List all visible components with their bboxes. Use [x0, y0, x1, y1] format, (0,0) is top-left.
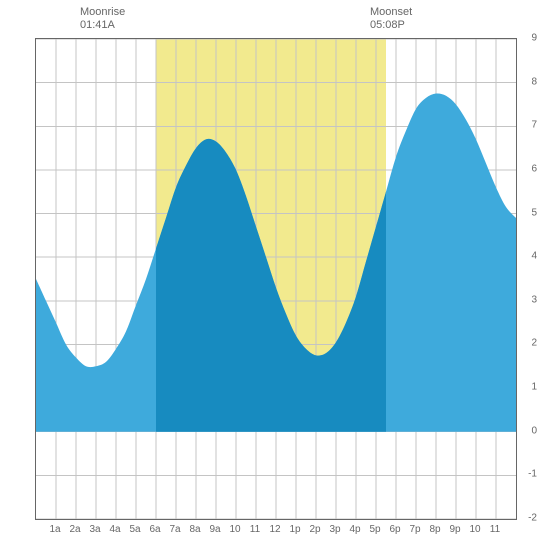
- x-tick: 3p: [329, 524, 340, 535]
- x-tick: 9a: [209, 524, 220, 535]
- plot-area: [35, 38, 517, 520]
- y-tick: 4: [519, 251, 537, 262]
- y-tick: -2: [519, 513, 537, 524]
- y-tick: 5: [519, 207, 537, 218]
- y-tick: 0: [519, 425, 537, 436]
- moonset-time: 05:08P: [370, 19, 405, 31]
- x-tick: 10: [229, 524, 240, 535]
- x-tick: 12: [269, 524, 280, 535]
- moonset-label: Moonset 05:08P: [370, 6, 412, 32]
- x-tick: 1p: [289, 524, 300, 535]
- moonset-title: Moonset: [370, 6, 412, 18]
- x-tick: 1a: [49, 524, 60, 535]
- y-tick: -1: [519, 469, 537, 480]
- y-tick: 2: [519, 338, 537, 349]
- y-tick: 8: [519, 76, 537, 87]
- plot-svg: [36, 39, 516, 519]
- y-tick: 7: [519, 120, 537, 131]
- x-tick: 6a: [149, 524, 160, 535]
- x-tick: 8p: [429, 524, 440, 535]
- x-tick: 10: [469, 524, 480, 535]
- x-tick: 2p: [309, 524, 320, 535]
- y-tick: 1: [519, 382, 537, 393]
- x-tick: 3a: [89, 524, 100, 535]
- y-tick: 6: [519, 163, 537, 174]
- moonrise-time: 01:41A: [80, 19, 115, 31]
- x-tick: 6p: [389, 524, 400, 535]
- x-tick: 5p: [369, 524, 380, 535]
- x-tick: 9p: [449, 524, 460, 535]
- x-tick: 5a: [129, 524, 140, 535]
- x-tick: 7a: [169, 524, 180, 535]
- moonrise-label: Moonrise 01:41A: [80, 6, 125, 32]
- x-tick: 11: [490, 524, 500, 535]
- x-tick: 4p: [349, 524, 360, 535]
- tide-chart: Moonrise 01:41A Moonset 05:08P -2-101234…: [0, 0, 550, 550]
- moonrise-title: Moonrise: [80, 6, 125, 18]
- y-tick: 3: [519, 294, 537, 305]
- y-tick: 9: [519, 33, 537, 44]
- x-tick: 7p: [409, 524, 420, 535]
- x-tick: 8a: [189, 524, 200, 535]
- x-tick: 11: [250, 524, 260, 535]
- x-tick: 4a: [109, 524, 120, 535]
- x-tick: 2a: [69, 524, 80, 535]
